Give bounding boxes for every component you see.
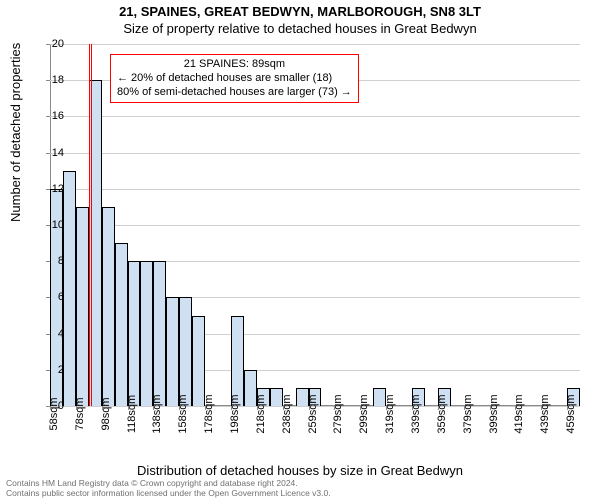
plot-region: 21 SPAINES: 89sqm← 20% of detached house…	[50, 44, 580, 406]
footer-line-2: Contains public sector information licen…	[6, 488, 331, 498]
footer-line-1: Contains HM Land Registry data © Crown c…	[6, 478, 331, 488]
chart-title-main: 21, SPAINES, GREAT BEDWYN, MARLBOROUGH, …	[0, 0, 600, 19]
x-tick-label: 419sqm	[513, 394, 525, 433]
y-axis-title: Number of detached properties	[8, 43, 23, 222]
x-tick-label: 138sqm	[151, 394, 163, 433]
annotation-line: ← 20% of detached houses are smaller (18…	[117, 72, 352, 86]
x-tick-label: 78sqm	[74, 397, 86, 430]
reference-line	[89, 44, 90, 406]
histogram-bar	[179, 297, 192, 406]
reference-line	[91, 44, 92, 406]
grid-line	[50, 116, 580, 117]
histogram-bar	[76, 207, 89, 406]
grid-line	[50, 225, 580, 226]
x-tick-label: 198sqm	[229, 394, 241, 433]
footer-attribution: Contains HM Land Registry data © Crown c…	[6, 478, 331, 498]
y-tick-label: 2	[40, 364, 64, 376]
x-tick-label: 238sqm	[281, 394, 293, 433]
x-tick-label: 58sqm	[48, 397, 60, 430]
y-tick-label: 14	[40, 147, 64, 159]
x-tick-label: 178sqm	[203, 394, 215, 433]
grid-line	[50, 153, 580, 154]
y-tick-label: 16	[40, 110, 64, 122]
chart-area: 21 SPAINES: 89sqm← 20% of detached house…	[50, 44, 580, 406]
x-axis-title: Distribution of detached houses by size …	[0, 463, 600, 478]
x-tick-label: 459sqm	[565, 394, 577, 433]
grid-line	[50, 189, 580, 190]
y-tick-label: 8	[40, 255, 64, 267]
y-tick-label: 18	[40, 74, 64, 86]
x-tick-label: 279sqm	[332, 394, 344, 433]
histogram-bar	[128, 261, 141, 406]
annotation-box: 21 SPAINES: 89sqm← 20% of detached house…	[110, 54, 359, 103]
histogram-bar	[166, 297, 179, 406]
x-tick-label: 118sqm	[126, 395, 138, 433]
x-tick-label: 439sqm	[539, 394, 551, 433]
histogram-bar	[115, 243, 128, 406]
chart-title-sub: Size of property relative to detached ho…	[0, 19, 600, 36]
y-tick-label: 12	[40, 183, 64, 195]
y-tick-label: 20	[40, 38, 64, 50]
annotation-line: 80% of semi-detached houses are larger (…	[117, 86, 352, 100]
x-tick-label: 98sqm	[100, 397, 112, 430]
x-tick-label: 158sqm	[177, 394, 189, 433]
histogram-bar	[192, 316, 205, 407]
x-tick-label: 259sqm	[307, 394, 319, 433]
x-tick-label: 359sqm	[436, 394, 448, 433]
histogram-bar	[140, 261, 153, 406]
histogram-bar	[102, 207, 115, 406]
annotation-line: 21 SPAINES: 89sqm	[117, 58, 352, 72]
x-tick-label: 339sqm	[410, 394, 422, 433]
x-tick-label: 299sqm	[358, 394, 370, 433]
x-tick-label: 319sqm	[384, 394, 396, 433]
histogram-bar	[231, 316, 244, 407]
x-tick-label: 218sqm	[255, 394, 267, 433]
y-tick-label: 10	[40, 219, 64, 231]
x-tick-label: 399sqm	[488, 394, 500, 433]
x-tick-label: 379sqm	[462, 394, 474, 433]
y-tick-label: 4	[40, 328, 64, 340]
grid-line	[50, 44, 580, 45]
y-tick-label: 6	[40, 291, 64, 303]
histogram-bar	[63, 171, 76, 406]
histogram-bar	[153, 261, 166, 406]
